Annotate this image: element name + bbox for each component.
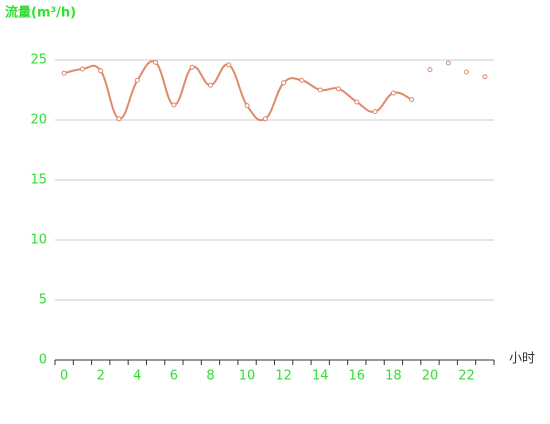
data-point — [390, 90, 396, 96]
data-point — [244, 103, 250, 109]
data-point — [445, 60, 451, 66]
x-tick-label: 10 — [239, 369, 256, 384]
x-tick-label: 4 — [133, 369, 141, 384]
y-tick-label: 15 — [30, 173, 47, 188]
data-point — [61, 70, 67, 76]
x-tick-label: 12 — [275, 369, 292, 384]
y-tick-label: 0 — [39, 353, 47, 368]
data-point — [299, 77, 305, 83]
x-tick-label: 14 — [312, 369, 329, 384]
data-point — [153, 59, 159, 65]
x-tick-label: 22 — [458, 369, 475, 384]
data-point — [464, 69, 470, 75]
data-point — [116, 116, 122, 122]
data-point — [409, 97, 415, 103]
data-point — [171, 102, 177, 108]
x-tick-label: 20 — [422, 369, 439, 384]
data-point — [427, 67, 433, 73]
data-point — [281, 80, 287, 86]
x-tick-label: 16 — [349, 369, 366, 384]
data-point — [226, 62, 232, 68]
data-point — [482, 74, 488, 80]
y-tick-label: 25 — [30, 53, 47, 68]
data-point — [134, 77, 140, 83]
data-point — [354, 99, 360, 105]
y-tick-label: 10 — [30, 233, 47, 248]
x-axis-title: 小时 — [509, 352, 535, 367]
x-tick-label: 6 — [170, 369, 178, 384]
y-tick-label: 20 — [30, 113, 47, 128]
x-tick-label: 8 — [206, 369, 214, 384]
x-tick-label: 0 — [60, 369, 68, 384]
series-line — [63, 60, 413, 122]
data-point — [372, 109, 378, 115]
data-point — [79, 66, 85, 72]
data-point — [189, 64, 195, 70]
y-axis-title: 流量(m³/h) — [5, 5, 76, 21]
x-tick-label: 18 — [385, 369, 402, 384]
y-tick-label: 5 — [39, 293, 47, 308]
data-point — [317, 87, 323, 93]
x-tick-label: 2 — [97, 369, 105, 384]
data-point — [98, 68, 104, 74]
data-point — [262, 116, 268, 122]
data-point — [207, 82, 213, 88]
data-point — [336, 86, 342, 92]
